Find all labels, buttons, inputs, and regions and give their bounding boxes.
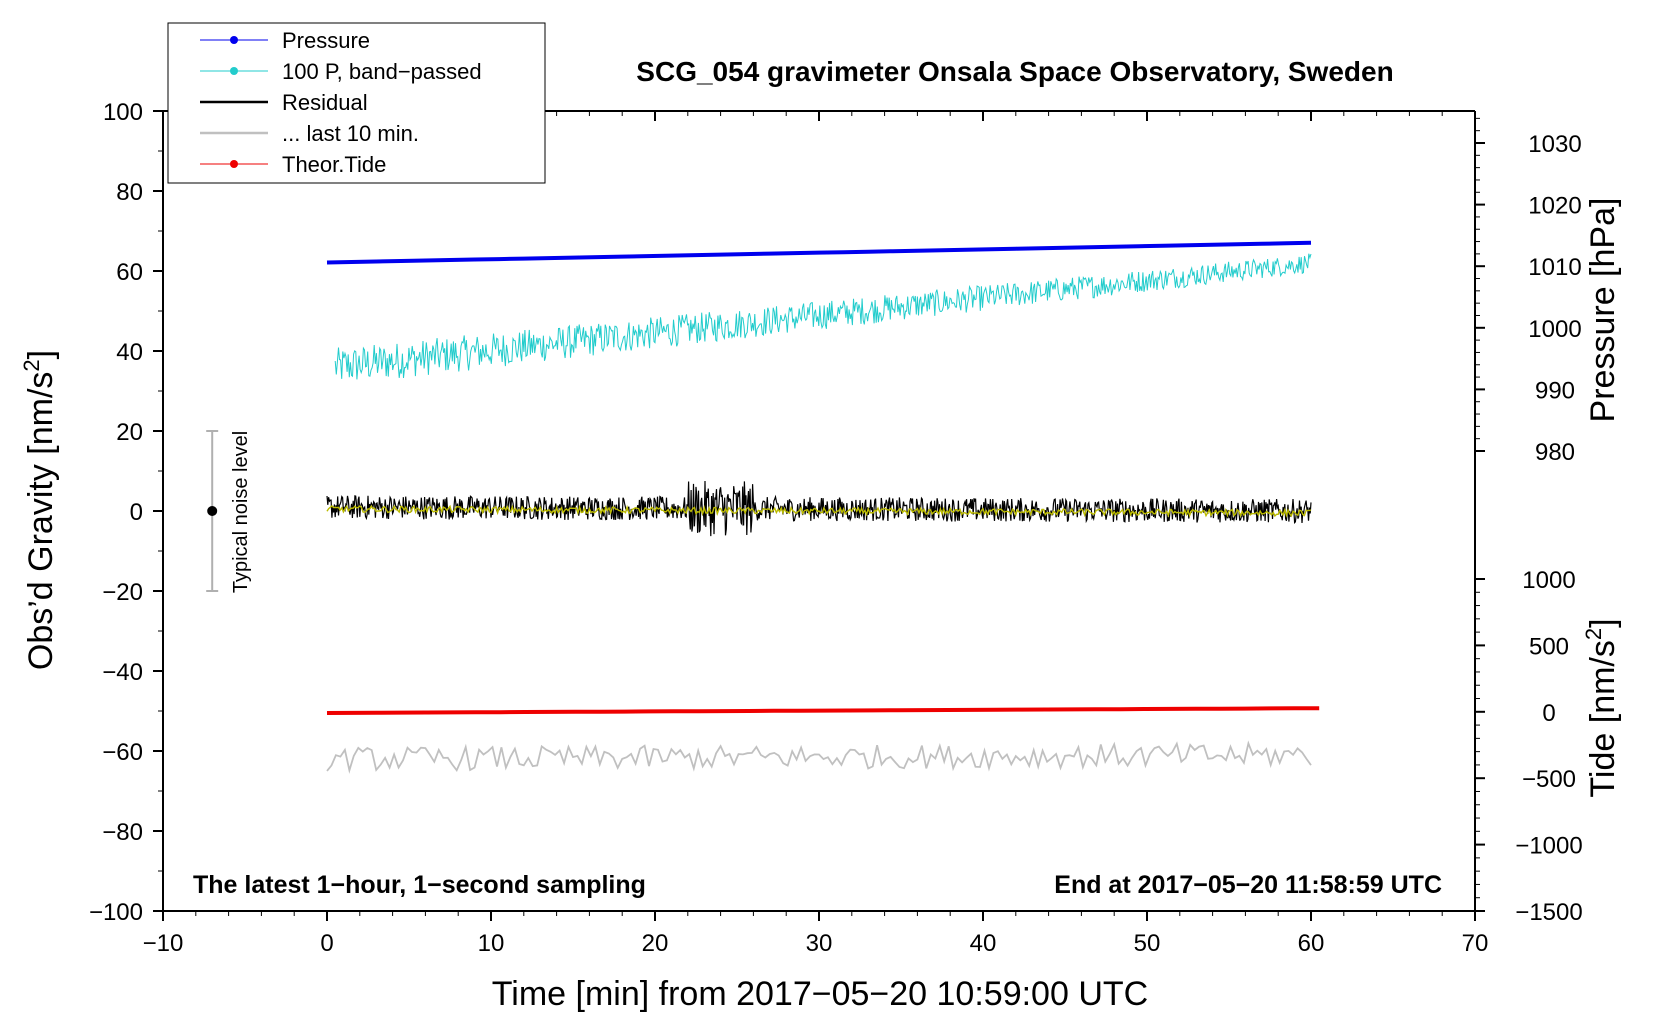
- annotation-sampling: The latest 1−hour, 1−second sampling: [193, 871, 646, 899]
- annotation-end-time: End at 2017−05−20 11:58:59 UTC: [1054, 871, 1442, 899]
- series-last-10-min: [327, 743, 1311, 771]
- series-pressure-bandpassed: [335, 254, 1311, 380]
- legend: Pressure 100 P, band−passed Residual ... la…: [168, 23, 545, 183]
- y-tick-label: 100: [103, 99, 143, 126]
- y-tick-label: 20: [116, 419, 143, 446]
- noise-level-indicator: Typical noise level: [206, 431, 252, 593]
- y-tick-label: −100: [89, 899, 143, 926]
- y-axis-title-gravity-tail: ]: [22, 350, 60, 359]
- x-axis-title: Time [min] from 2017−05−20 10:59:00 UTC: [492, 975, 1148, 1013]
- tide-tick-label: −500: [1522, 766, 1576, 793]
- tide-tick-label: 1000: [1522, 567, 1575, 594]
- tick-labels: −10 0 10 20 30 40 50 60 70100806040200−20−40−60−…: [89, 99, 1583, 957]
- tide-tick-label: 500: [1529, 633, 1569, 660]
- x-tick-label: 50: [1134, 930, 1161, 957]
- y-axis-title-gravity: Obs’d Gravity [nm/s2]: [19, 350, 60, 670]
- y-tick-label: −80: [102, 819, 143, 846]
- pressure-tick-label: 980: [1535, 439, 1575, 466]
- pressure-tick-label: 990: [1535, 377, 1575, 404]
- legend-label: Theor.Tide: [282, 152, 386, 177]
- x-tick-label: −10: [143, 930, 184, 957]
- y-axis-title-tide-sup: 2: [1581, 628, 1606, 640]
- legend-marker: [230, 160, 238, 168]
- y-tick-label: −40: [102, 659, 143, 686]
- x-tick-label: 40: [970, 930, 997, 957]
- x-tick-label: 70: [1462, 930, 1489, 957]
- y-tick-label: 60: [116, 259, 143, 286]
- pressure-tick-label: 1020: [1528, 193, 1581, 220]
- y-axis-title-tide-main: Tide [nm/s: [1584, 640, 1622, 797]
- series-pressure: [327, 243, 1311, 263]
- y-axis-title-tide-tail: ]: [1584, 618, 1622, 627]
- y-tick-label: −60: [102, 739, 143, 766]
- data-series: [327, 243, 1319, 771]
- gravimeter-chart: −10 0 10 20 30 40 50 60 70100806040200−20−40−60−…: [0, 0, 1660, 1020]
- y-tick-label: −20: [102, 579, 143, 606]
- tide-tick-label: −1500: [1515, 899, 1582, 926]
- noise-bar-label: Typical noise level: [230, 431, 252, 593]
- legend-label: Pressure: [282, 28, 370, 53]
- pressure-tick-label: 1000: [1528, 316, 1581, 343]
- y-axis-title-pressure: Pressure [hPa]: [1584, 198, 1622, 423]
- x-tick-label: 30: [806, 930, 833, 957]
- series-theoretical-tide: [327, 708, 1319, 713]
- x-tick-label: 60: [1298, 930, 1325, 957]
- y-tick-label: 40: [116, 339, 143, 366]
- chart-title: SCG_054 gravimeter Onsala Space Observat…: [636, 56, 1393, 87]
- legend-label: Residual: [282, 90, 368, 115]
- y-tick-label: 80: [116, 179, 143, 206]
- x-tick-label: 10: [478, 930, 505, 957]
- legend-marker: [230, 36, 238, 44]
- legend-label: ... last 10 min.: [282, 121, 419, 146]
- legend-label: 100 P, band−passed: [282, 59, 482, 84]
- pressure-tick-label: 1030: [1528, 131, 1581, 158]
- x-tick-label: 20: [642, 930, 669, 957]
- y-axis-title-gravity-main: Obs’d Gravity [nm/s: [22, 372, 60, 671]
- x-tick-label: 0: [320, 930, 333, 957]
- tide-tick-label: 0: [1542, 700, 1555, 727]
- y-axis-title-tide: Tide [nm/s2]: [1581, 618, 1622, 797]
- legend-marker: [230, 67, 238, 75]
- y-axis-title-gravity-sup: 2: [19, 359, 44, 371]
- noise-bar-center-dot: [207, 506, 217, 516]
- tide-tick-label: −1000: [1515, 833, 1582, 860]
- pressure-tick-label: 1010: [1528, 254, 1581, 281]
- y-tick-label: 0: [130, 499, 143, 526]
